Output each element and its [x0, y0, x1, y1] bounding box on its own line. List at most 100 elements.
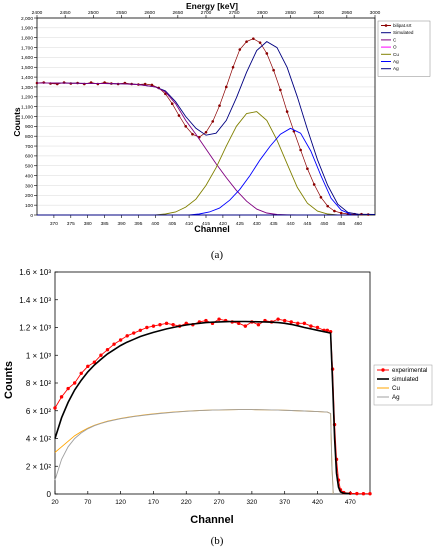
chart-a-top-tick-label: 2450 [60, 10, 71, 16]
chart-a-data-point [299, 148, 302, 152]
chart-b-data-point [204, 318, 208, 323]
chart-b-y-tick-label: 1.6 × 10³ [19, 268, 51, 277]
chart-b-data-point [289, 320, 293, 324]
chart-a-legend-label: O [393, 45, 397, 50]
chart-a-top-tick-label: 2650 [172, 10, 183, 16]
chart-b-legend-marker [381, 368, 385, 372]
chart-a-series-line-4 [155, 111, 338, 216]
chart-a-y-tick-label: 100 [25, 203, 33, 209]
chart-a-y-tick-label: 1,900 [21, 26, 33, 32]
chart-b-data-point [105, 348, 110, 352]
chart-a-y-tick-label: 600 [25, 154, 33, 160]
chart-a-y-tick-label: 700 [25, 144, 33, 150]
chart-a-y-tick-label: 1,200 [21, 95, 33, 101]
chart-a-y-tick-label: 800 [25, 134, 33, 140]
chart-b-data-point [158, 323, 162, 327]
chart-a-data-point [245, 40, 248, 43]
chart-b-legend-label: Cu [392, 385, 400, 392]
chart-a-legend-label: C [393, 37, 397, 42]
chart-b-data-point [145, 325, 149, 330]
chart-a-data-point [143, 82, 147, 86]
chart-a-legend-label: bilipat.srt [393, 23, 412, 28]
chart-a-x-tick-label: 420 [219, 221, 227, 227]
chart-a-x-tick-label: 375 [67, 221, 75, 227]
chart-b-data-point [92, 360, 97, 364]
chart-a-x-tick-label: 425 [236, 221, 244, 227]
chart-a-x-axis-label: Channel [194, 224, 230, 234]
chart-a-top-tick-label: 2800 [257, 10, 268, 16]
chart-a-series-line-5 [189, 127, 352, 216]
chart-b-x-tick-label: 370 [279, 499, 290, 506]
chart-b-x-tick-label: 270 [214, 499, 225, 506]
chart-b-x-tick-label: 70 [84, 499, 92, 506]
chart-a-series [35, 37, 376, 216]
chart-a-legend-box [377, 20, 431, 77]
chart-a-top-tick-label: 2950 [341, 10, 352, 16]
chart-b-data-point [125, 334, 129, 338]
chart-b-y-tick-label: 0 [47, 490, 52, 499]
chart-a-x-tick-label: 435 [270, 221, 278, 227]
chart-b-series [53, 317, 372, 496]
chart-b-data-point [256, 323, 261, 327]
chart-b-legend-label: Ag [392, 394, 400, 401]
chart-a-x-tick-label: 460 [354, 221, 362, 227]
chart-a-x-ticks: 370 375 380 385 390 395 400 405 410 415 420 425 430 4… [50, 215, 362, 227]
chart-b-x-tick-label: 320 [246, 499, 257, 506]
chart-b-legend-box [373, 364, 433, 406]
chart-a-legend-marker [384, 24, 388, 27]
chart-a-legend-label: Cu [393, 52, 399, 57]
chart-a-legend-label: Simulated [393, 30, 414, 35]
chart-b-y-tick-label: 6 × 10² [26, 407, 51, 416]
chart-a-x-tick-label: 385 [101, 221, 109, 227]
chart-b-series-line-3 [54, 409, 334, 495]
chart-a-background [0, 0, 434, 250]
chart-b-y-tick-label: 1 × 10³ [26, 351, 51, 360]
chart-b-data-point [355, 491, 359, 496]
chart-b-data-point [302, 321, 307, 326]
chart-b-data-point [361, 492, 366, 496]
chart-a-x-tick-label: 450 [320, 221, 328, 227]
chart-a-top-tick-label: 2550 [116, 10, 127, 16]
chart-a-y-tick-label: 0 [30, 213, 33, 219]
chart-a-data-point [150, 83, 154, 87]
chart-a-data-point [258, 41, 262, 44]
chart-a-data-point [339, 211, 343, 215]
chart-a-y-tick-label: 1,600 [21, 55, 33, 61]
chart-a-top-tick-label: 2600 [144, 10, 155, 16]
chart-a-y-tick-label: 1,300 [21, 85, 33, 91]
chart-a-x-tick-label: 440 [286, 221, 294, 227]
chart-a-x-tick-label: 380 [84, 221, 92, 227]
chart-b-legend-label: simulated [392, 376, 419, 383]
chart-a-x-tick-label: 445 [303, 221, 311, 227]
chart-a-top-tick-label: 2700 [201, 10, 212, 16]
chart-a-data-point [265, 52, 269, 55]
chart-b-data-point [171, 323, 175, 327]
chart-b-data-point [164, 321, 169, 326]
chart-a-y-tick-label: 300 [25, 183, 33, 189]
chart-a-y-tick-label: 2,000 [21, 16, 33, 22]
chart-a-legend-label: Ag [393, 66, 399, 71]
chart-a-y-tick-label: 1,800 [21, 36, 33, 42]
chart-b-data-point [325, 328, 330, 332]
chart-b-y-tick-label: 1.2 × 10³ [19, 324, 51, 333]
chart-b-x-tick-label: 220 [181, 499, 192, 506]
chart-a-top-axis-label: Energy [keV] [186, 1, 238, 11]
chart-a-data-point [279, 88, 282, 92]
chart-b-legend: experimental simulated Cu Ag [373, 364, 433, 406]
chart-a-data-point [184, 125, 188, 128]
chart-a-x-tick-label: 390 [117, 221, 125, 227]
chart-a-data-point [204, 130, 208, 134]
chart-a-legend-label: Ag [393, 59, 399, 64]
chart-a-x-tick-label: 400 [151, 221, 159, 227]
chart-a-data-point [312, 183, 316, 186]
chart-a-data-point [333, 209, 336, 213]
chart-a-y-tick-label: 400 [25, 173, 33, 179]
chart-b-data-point [315, 325, 320, 330]
chart-a-x-tick-label: 415 [202, 221, 210, 227]
chart-b-data-point [99, 353, 103, 357]
chart-b-data-point [217, 317, 221, 321]
chart-a-x-tick-label: 430 [253, 221, 261, 227]
chart-b-data-point [138, 328, 143, 332]
chart-b-x-tick-label: 20 [51, 499, 59, 506]
chart-a: 370 375 380 385 390 395 400 405 410 415 420 425 430 4… [0, 0, 434, 250]
